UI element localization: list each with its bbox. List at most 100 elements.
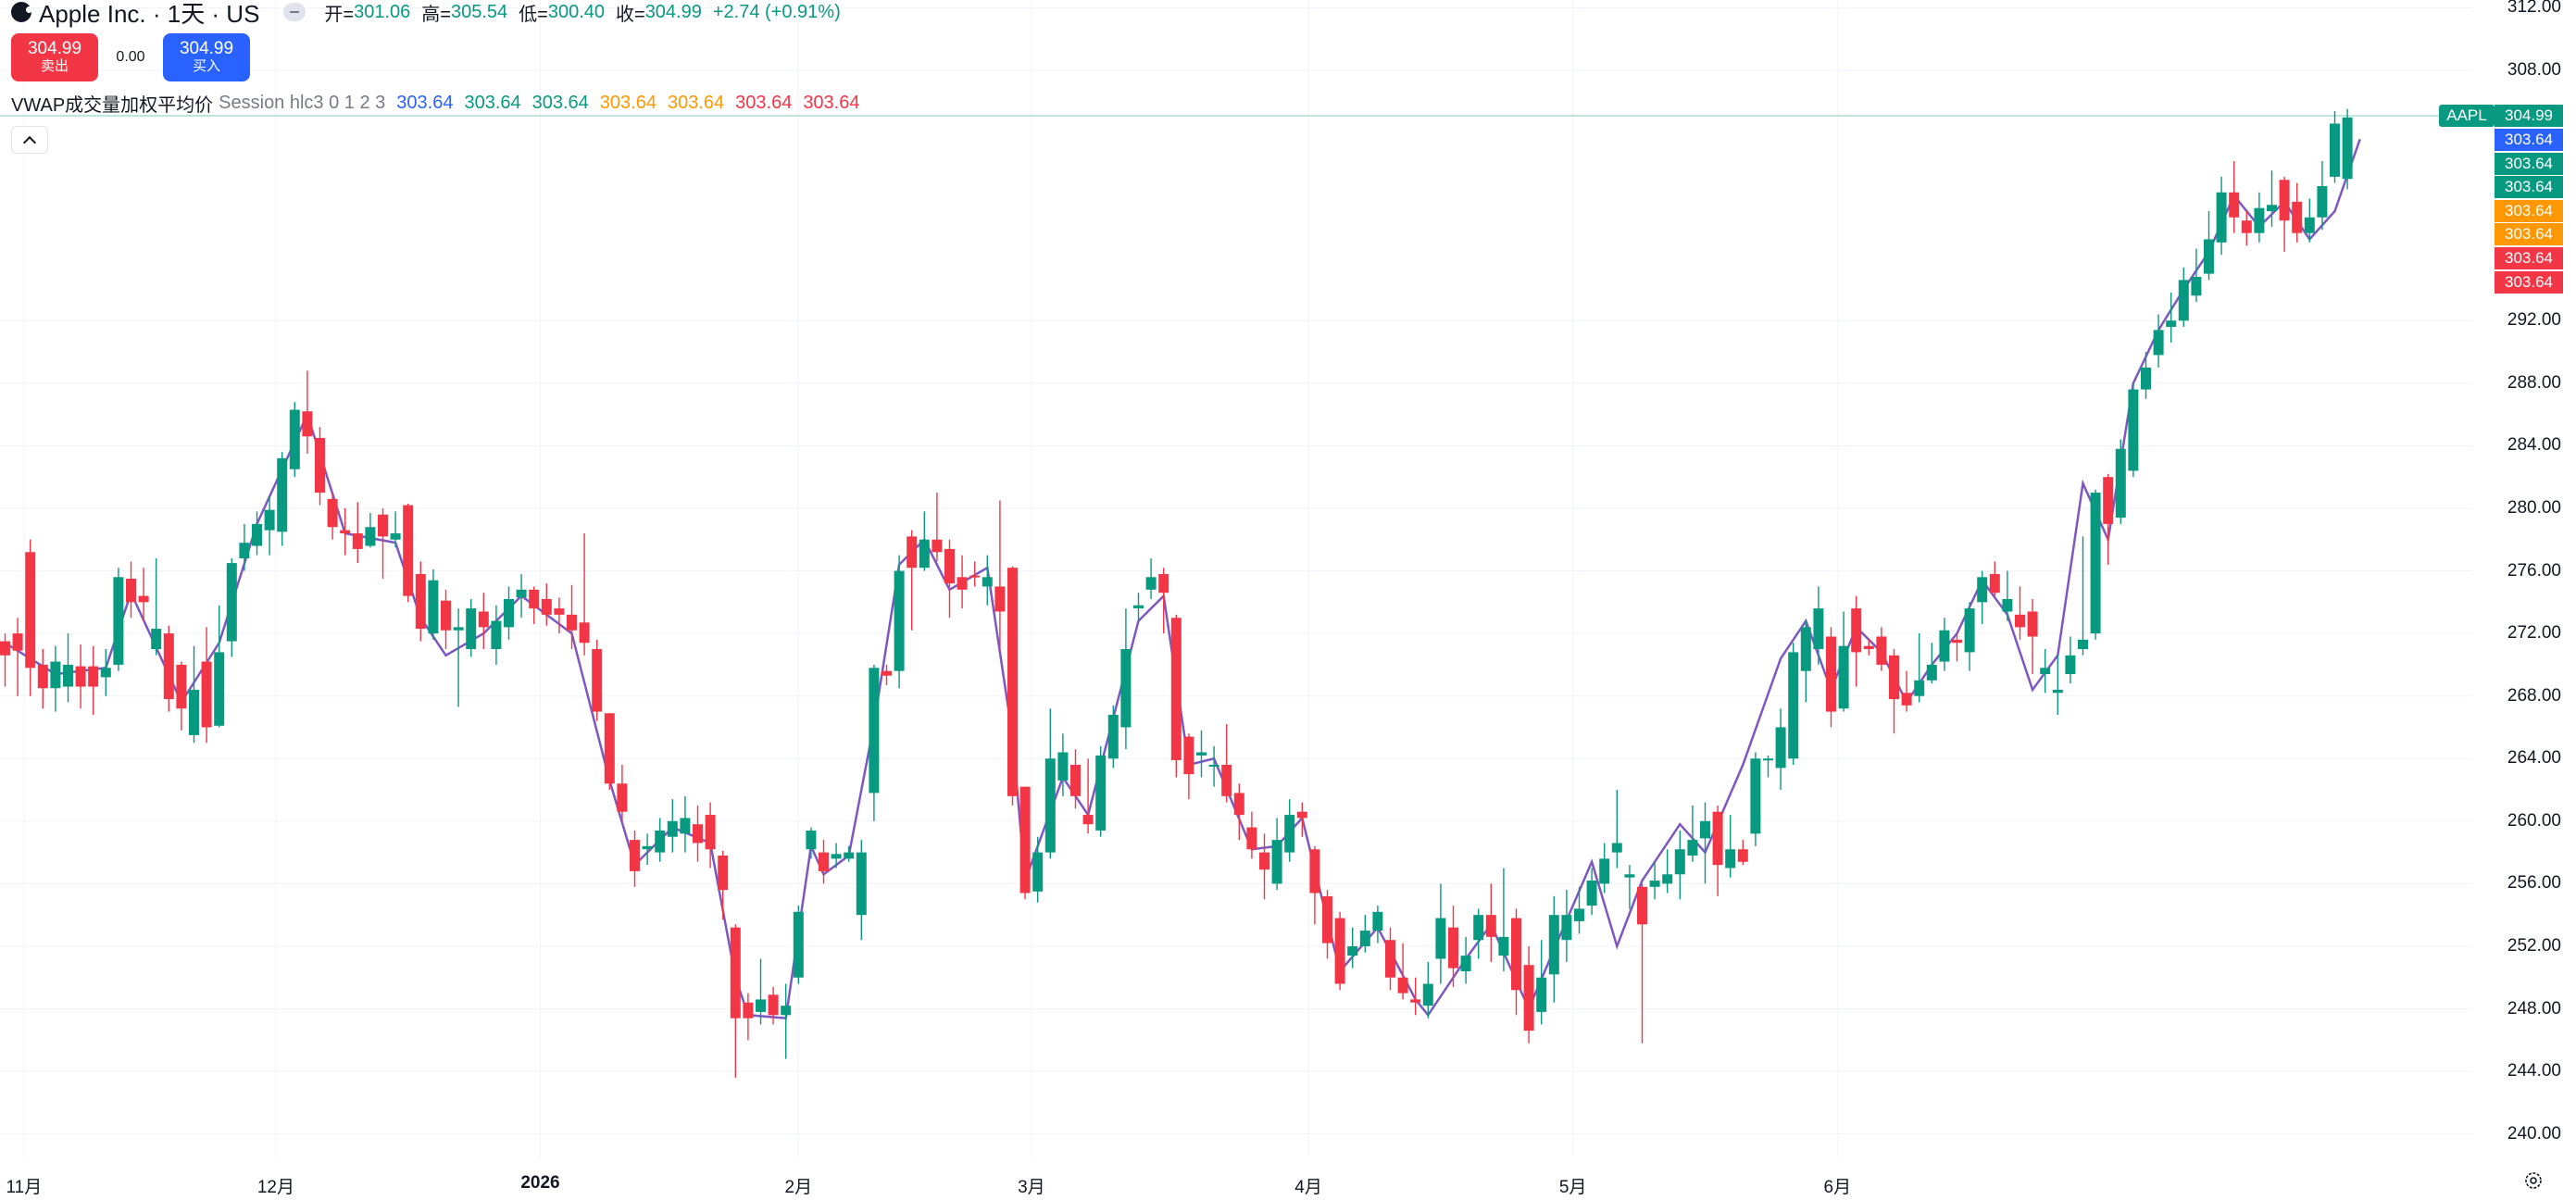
candle-body [302, 411, 313, 437]
buy-button[interactable]: 304.99 买入 [163, 33, 250, 81]
candle [1561, 890, 1572, 962]
candle [667, 799, 678, 853]
candle [1939, 618, 1950, 671]
candle [2015, 586, 2025, 640]
candle-body [2216, 192, 2227, 243]
candle [1259, 833, 1269, 900]
candle [907, 530, 918, 631]
candle [2267, 170, 2277, 227]
low-label: 低= [519, 4, 548, 25]
candle-body [1662, 874, 1673, 884]
candle-body [1133, 605, 1144, 609]
candle [1208, 745, 1219, 787]
high-label: 高= [421, 4, 451, 25]
time-tick-label: 2026 [520, 1173, 560, 1193]
candle [1548, 895, 1559, 1003]
indicator-name[interactable]: VWAP成交量加权平均价 [11, 94, 214, 116]
candle [1271, 818, 1282, 891]
candle-body [1007, 568, 1018, 796]
candle [50, 645, 61, 712]
candle [1700, 802, 1710, 884]
candle-body [1485, 915, 1496, 937]
candle-body [819, 852, 829, 871]
candle [831, 843, 842, 869]
candle [1611, 790, 1622, 869]
candle-body [1208, 765, 1219, 768]
candle [2254, 192, 2265, 243]
candle-body [554, 608, 565, 615]
candle [994, 500, 1006, 651]
candle [2330, 110, 2340, 183]
symbol-title[interactable]: Apple Inc. · 1天 · US [39, 0, 260, 28]
candle [1233, 783, 1244, 841]
candle-body [1712, 811, 1723, 866]
candle-body [441, 600, 451, 631]
candle-body [1611, 843, 1622, 853]
price-tick-label: 280.00 [2507, 497, 2561, 518]
candle [1322, 890, 1332, 959]
candle [529, 586, 540, 624]
buy-label: 买入 [192, 58, 220, 75]
candle-body [541, 598, 552, 615]
candle [2178, 267, 2189, 328]
time-tick-label: 6月 [1823, 1178, 1852, 1197]
candle-body [1347, 945, 1358, 956]
candle-body [2027, 611, 2038, 637]
candle-body [1435, 918, 1446, 959]
candle-body [994, 586, 1006, 612]
vwap-band-badge: 303.64 [2495, 247, 2563, 269]
candle-body [428, 580, 439, 634]
candle-body [604, 713, 615, 784]
candle-body [1271, 840, 1282, 884]
candle-body [932, 539, 943, 553]
candle [1523, 945, 1534, 1044]
candle-body [1536, 977, 1547, 1012]
candle [1788, 643, 1799, 766]
candle-body [529, 589, 540, 609]
candle-body [1750, 758, 1761, 834]
settings-gear-icon[interactable] [2522, 1169, 2545, 1192]
candle-body [907, 536, 918, 569]
candle [2103, 473, 2114, 565]
indicator-legend[interactable]: VWAP成交量加权平均价 Session hlc3 0 1 2 3 303.64… [11, 90, 859, 116]
candle [1044, 708, 1056, 859]
candle [680, 795, 691, 853]
chevron-up-icon [22, 135, 37, 149]
candle [428, 569, 439, 640]
candle-body [1914, 680, 1925, 696]
candle [214, 605, 225, 728]
candle-body [25, 552, 36, 669]
time-tick-label: 11月 [6, 1178, 43, 1197]
candle [1460, 936, 1471, 984]
candle-body [88, 666, 99, 687]
candle [982, 555, 993, 606]
candle-body [680, 818, 691, 834]
candle [554, 597, 565, 634]
candle [88, 645, 99, 715]
candle-body [693, 824, 703, 844]
time-tick-label: 3月 [1018, 1178, 1045, 1197]
collapse-legend-button[interactable] [11, 126, 48, 154]
candle-body [2141, 367, 2151, 390]
candle [768, 986, 779, 1025]
candle-body [1561, 915, 1572, 941]
candle-body [1674, 849, 1685, 875]
candle [1649, 861, 1660, 900]
candle-body [756, 999, 766, 1012]
candle-body [655, 830, 666, 853]
candle-body [1410, 999, 1421, 1003]
candle [894, 555, 905, 689]
candle-body [478, 611, 489, 628]
candle [302, 370, 313, 454]
candle [1826, 627, 1836, 728]
hide-legend-icon[interactable] [283, 3, 306, 21]
candle-body [1851, 608, 1862, 653]
price-tick-label: 276.00 [2507, 560, 2561, 581]
candle-body [1649, 881, 1660, 887]
vwap-band-badge: 303.64 [2495, 199, 2563, 222]
sell-button[interactable]: 304.99 卖出 [11, 33, 98, 81]
candle [327, 493, 338, 540]
candle-body [844, 852, 855, 859]
candle [1347, 927, 1358, 969]
